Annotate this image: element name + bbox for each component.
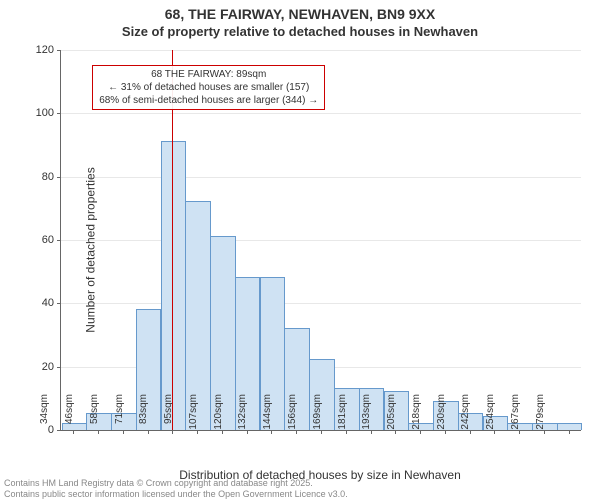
x-tick-label: 132sqm	[237, 394, 248, 434]
x-tick-label: 181sqm	[337, 394, 348, 434]
gridline	[61, 50, 581, 51]
plot-area: 34sqm46sqm58sqm71sqm83sqm95sqm107sqm120s…	[60, 50, 581, 431]
x-tick-label: 230sqm	[436, 394, 447, 434]
gridline	[61, 113, 581, 114]
y-tick-label: 120	[24, 44, 54, 56]
y-tick-mark	[57, 113, 61, 114]
x-tick-label: 254sqm	[485, 394, 496, 434]
x-tick-label: 218sqm	[411, 394, 422, 434]
chart-container: 68, THE FAIRWAY, NEWHAVEN, BN9 9XX Size …	[0, 0, 600, 500]
y-tick-label: 0	[24, 424, 54, 436]
x-tick-label: 71sqm	[114, 394, 125, 434]
annotation-line: 68% of semi-detached houses are larger (…	[99, 94, 318, 107]
x-tick-mark	[569, 430, 570, 434]
x-tick-label: 242sqm	[460, 394, 471, 434]
y-tick-mark	[57, 177, 61, 178]
x-tick-label: 120sqm	[213, 394, 224, 434]
annotation-line: ← 31% of detached houses are smaller (15…	[99, 81, 318, 94]
footer-attribution: Contains HM Land Registry data © Crown c…	[4, 478, 348, 500]
x-tick-label: 144sqm	[262, 394, 273, 434]
x-tick-label: 279sqm	[535, 394, 546, 434]
x-tick-label: 46sqm	[64, 394, 75, 434]
x-tick-label: 83sqm	[138, 394, 149, 434]
annotation-box: 68 THE FAIRWAY: 89sqm ← 31% of detached …	[92, 65, 325, 110]
y-tick-label: 20	[24, 361, 54, 373]
y-tick-label: 60	[24, 234, 54, 246]
footer-line: Contains public sector information licen…	[4, 489, 348, 500]
annotation-line: 68 THE FAIRWAY: 89sqm	[99, 68, 318, 81]
x-tick-label: 205sqm	[386, 394, 397, 434]
y-tick-mark	[57, 430, 61, 431]
y-tick-mark	[57, 367, 61, 368]
x-tick-label: 169sqm	[312, 394, 323, 434]
chart-title: 68, THE FAIRWAY, NEWHAVEN, BN9 9XX	[0, 6, 600, 22]
chart-subtitle: Size of property relative to detached ho…	[0, 24, 600, 39]
y-tick-mark	[57, 303, 61, 304]
y-tick-label: 40	[24, 297, 54, 309]
x-tick-label: 107sqm	[188, 394, 199, 434]
histogram-bar	[557, 423, 583, 430]
x-tick-label: 156sqm	[287, 394, 298, 434]
gridline	[61, 240, 581, 241]
footer-line: Contains HM Land Registry data © Crown c…	[4, 478, 348, 489]
gridline	[61, 177, 581, 178]
gridline	[61, 303, 581, 304]
x-tick-label: 58sqm	[89, 394, 100, 434]
x-tick-label: 267sqm	[510, 394, 521, 434]
y-tick-label: 80	[24, 171, 54, 183]
y-tick-label: 100	[24, 107, 54, 119]
x-tick-label: 193sqm	[361, 394, 372, 434]
y-tick-mark	[57, 240, 61, 241]
y-tick-mark	[57, 50, 61, 51]
